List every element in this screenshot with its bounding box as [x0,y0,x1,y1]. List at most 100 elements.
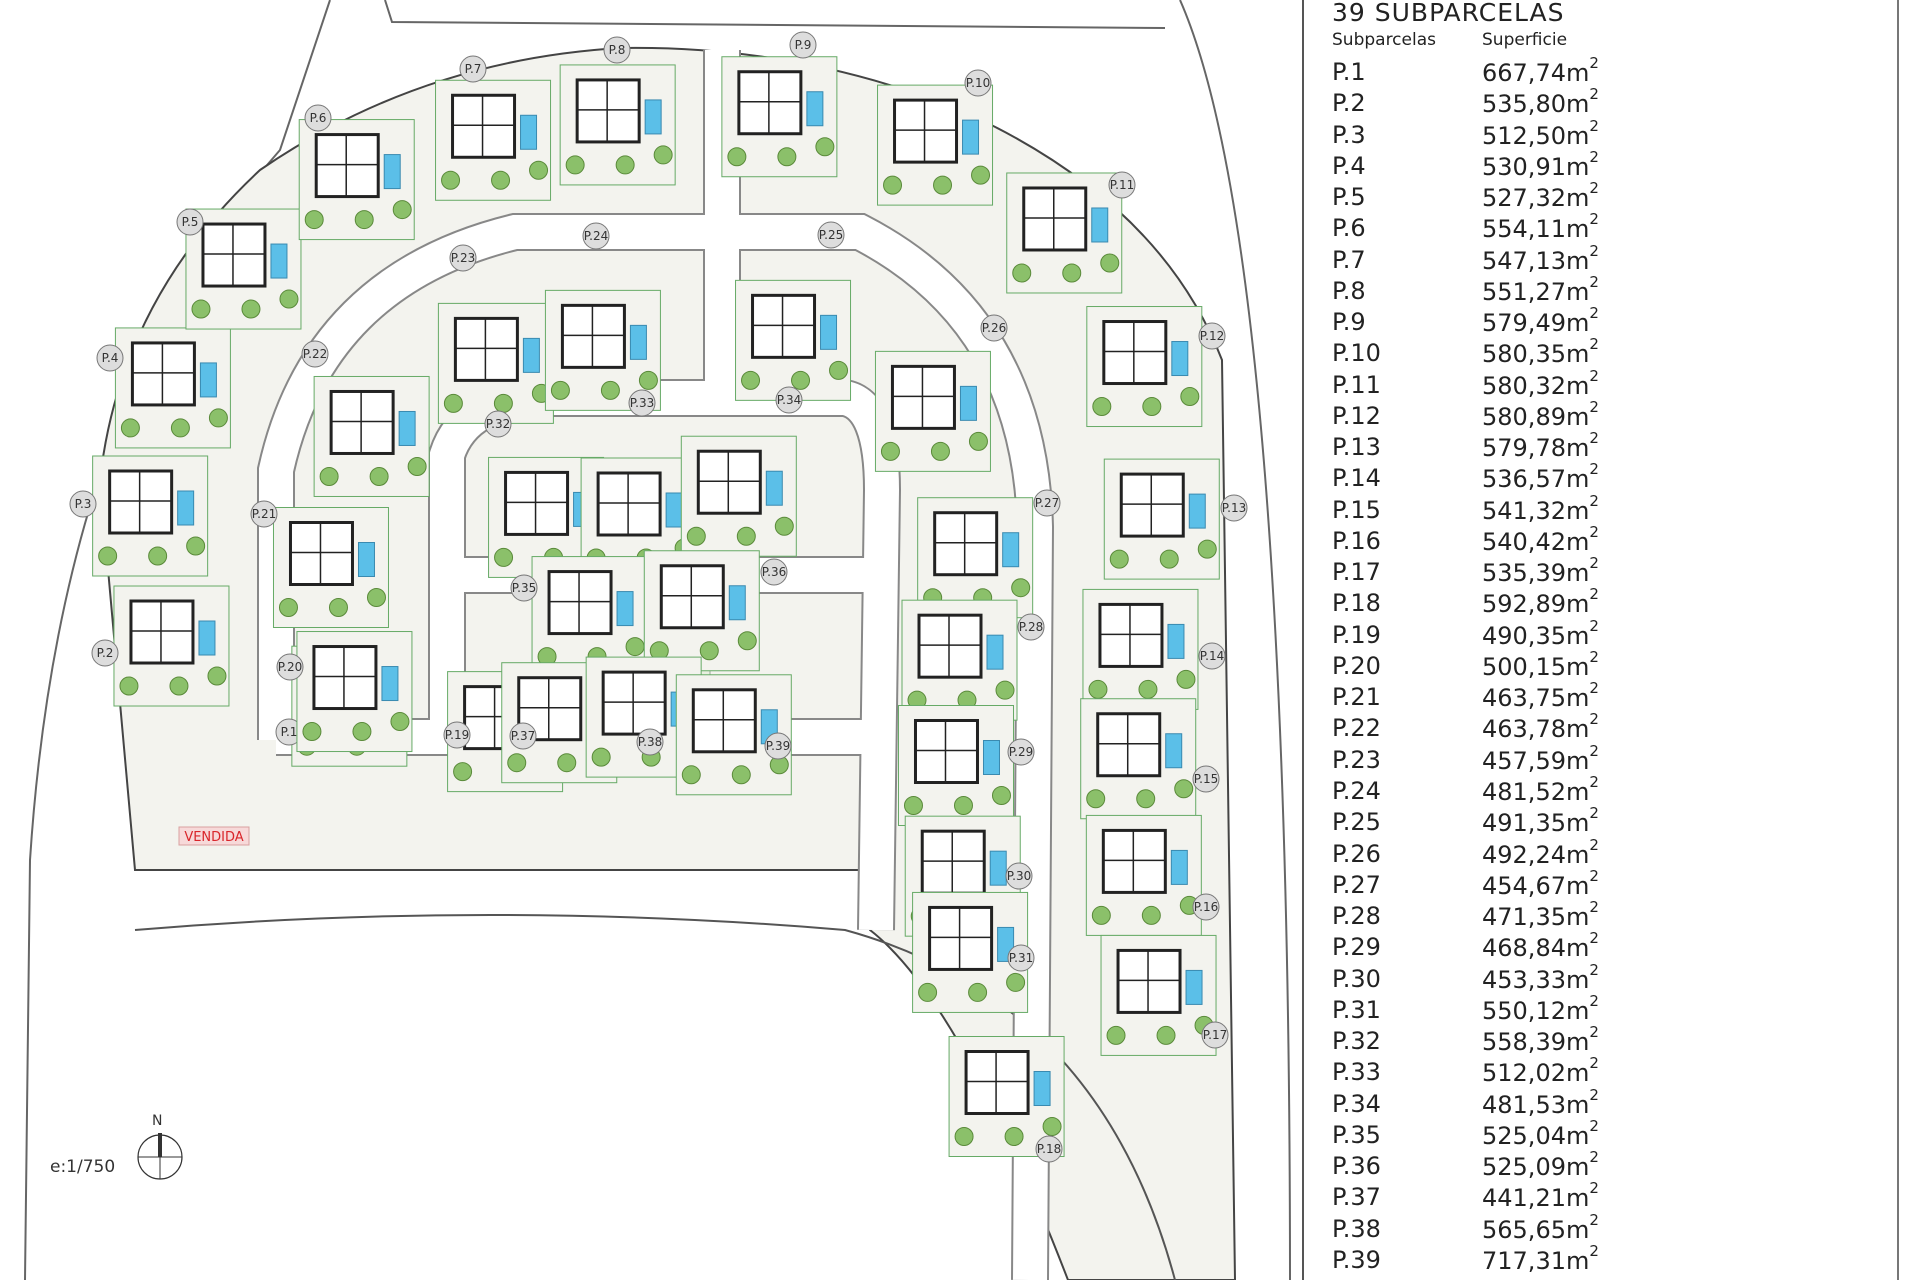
lot[interactable]: P.4 [96,327,231,449]
house-outline [933,511,999,577]
lot-id: P.9 [1332,308,1366,337]
lot[interactable]: P.28 [901,599,1045,721]
tree-icon [829,360,849,380]
lot-marker [980,314,1008,342]
lot[interactable]: P.15 [1080,698,1220,820]
lot-id: P.20 [1332,651,1381,680]
lot-area: 481,52m2 [1482,772,1599,806]
lot-area: 580,89m2 [1482,397,1599,431]
lot[interactable]: P.5 [176,208,302,330]
pool [1170,849,1188,885]
tree-icon [302,722,322,742]
pool [1171,341,1189,377]
lot[interactable]: P.31 [912,891,1035,1013]
pool [644,99,662,135]
lot-id: P.7 [1332,245,1366,274]
lot-area: 490,35m2 [1482,616,1599,650]
lot[interactable]: P.2 [91,585,230,707]
lot-area: 457,59m2 [1482,741,1599,775]
lot-marker [1198,322,1226,350]
lot-marker [449,244,477,272]
lot-label: P.1 [281,725,298,739]
lot-label: P.2 [97,646,114,660]
lot[interactable]: P.21 [250,500,389,629]
lot-area: 540,42m2 [1482,522,1599,556]
lot-label: P.27 [1035,496,1059,510]
lot-label: P.28 [1019,620,1043,634]
lot[interactable]: P.39 [675,674,792,796]
lot[interactable]: P.23 [437,244,554,424]
lot[interactable]: P.7 [435,55,552,201]
tree-icon [1197,539,1217,559]
lot[interactable]: P.12 [1086,306,1226,428]
lot[interactable]: P.17 [1100,934,1229,1056]
lot-label: P.36 [762,565,786,579]
lot-marker [69,490,97,518]
lot-marker [789,31,817,59]
lot[interactable]: P.14 [1082,588,1226,710]
house-outline [1101,828,1167,894]
lot-id: P.15 [1332,495,1381,524]
lot-area: 547,13m2 [1482,241,1599,275]
lot[interactable]: P.13 [1103,458,1248,580]
lot[interactable]: P.9 [721,31,838,178]
lot-label: P.30 [1007,869,1031,883]
lot[interactable]: P.20 [276,631,413,753]
tree-icon [930,441,950,461]
pool [1002,532,1020,568]
tree-icon [207,666,227,686]
lot-area: 535,80m2 [1482,85,1599,119]
lot-label: P.14 [1200,649,1224,663]
lot-id: P.6 [1332,214,1366,243]
lot-area: 580,32m2 [1482,366,1599,400]
lot[interactable]: P.10 [877,69,994,206]
pool [616,591,634,627]
tree-icon [1109,549,1129,569]
house-outline [329,389,395,455]
tree-icon [1006,972,1026,992]
lot-id: P.34 [1332,1089,1381,1118]
lot-marker [91,639,119,667]
lot-area: 492,24m2 [1482,835,1599,869]
lot-label: P.33 [630,396,654,410]
tree-icon [653,145,673,165]
open-area-boundary [134,914,1176,1280]
lot-area: 550,12m2 [1482,991,1599,1025]
lot-marker [964,69,992,97]
tree-icon [991,785,1011,805]
lot[interactable]: P.11 [1006,171,1136,294]
tree-icon [615,155,635,175]
lot[interactable]: P.26 [874,314,1008,472]
tree-icon [170,418,190,438]
lot-id: P.37 [1332,1183,1381,1212]
lot-id: P.18 [1332,589,1381,618]
tree-icon [319,466,339,486]
lot-label: P.20 [278,660,302,674]
lot-area: 565,65m2 [1482,1210,1599,1244]
pool [820,314,838,350]
lot-area: 530,91m2 [1482,147,1599,181]
lot[interactable]: P.29 [897,704,1035,826]
lot[interactable]: P.18 [948,1036,1065,1163]
header-area: Superficie [1482,30,1568,50]
tree-icon [880,441,900,461]
lot[interactable]: P.3 [69,455,209,577]
tree-icon [736,526,756,546]
lot-label: P.29 [1009,745,1033,759]
lot[interactable]: P.8 [559,36,676,186]
tree-icon [791,370,811,390]
tree-icon [119,676,139,696]
lot[interactable]: P.35 [510,556,648,678]
lot-area: 512,02m2 [1482,1054,1599,1088]
lot-marker [510,574,538,602]
lot-marker [484,410,512,438]
lot[interactable]: P.6 [298,104,415,241]
lot[interactable]: P.36 [643,550,788,672]
scale-north: e:1/750 N [50,1113,183,1180]
sold-label: VENDIDA [184,830,243,845]
lot[interactable]: P.22 [301,340,430,497]
lot[interactable]: P.34 [680,386,803,557]
lot[interactable]: P.16 [1085,814,1220,936]
lot-id: P.26 [1332,839,1381,868]
lot[interactable]: P.25 [735,221,852,401]
